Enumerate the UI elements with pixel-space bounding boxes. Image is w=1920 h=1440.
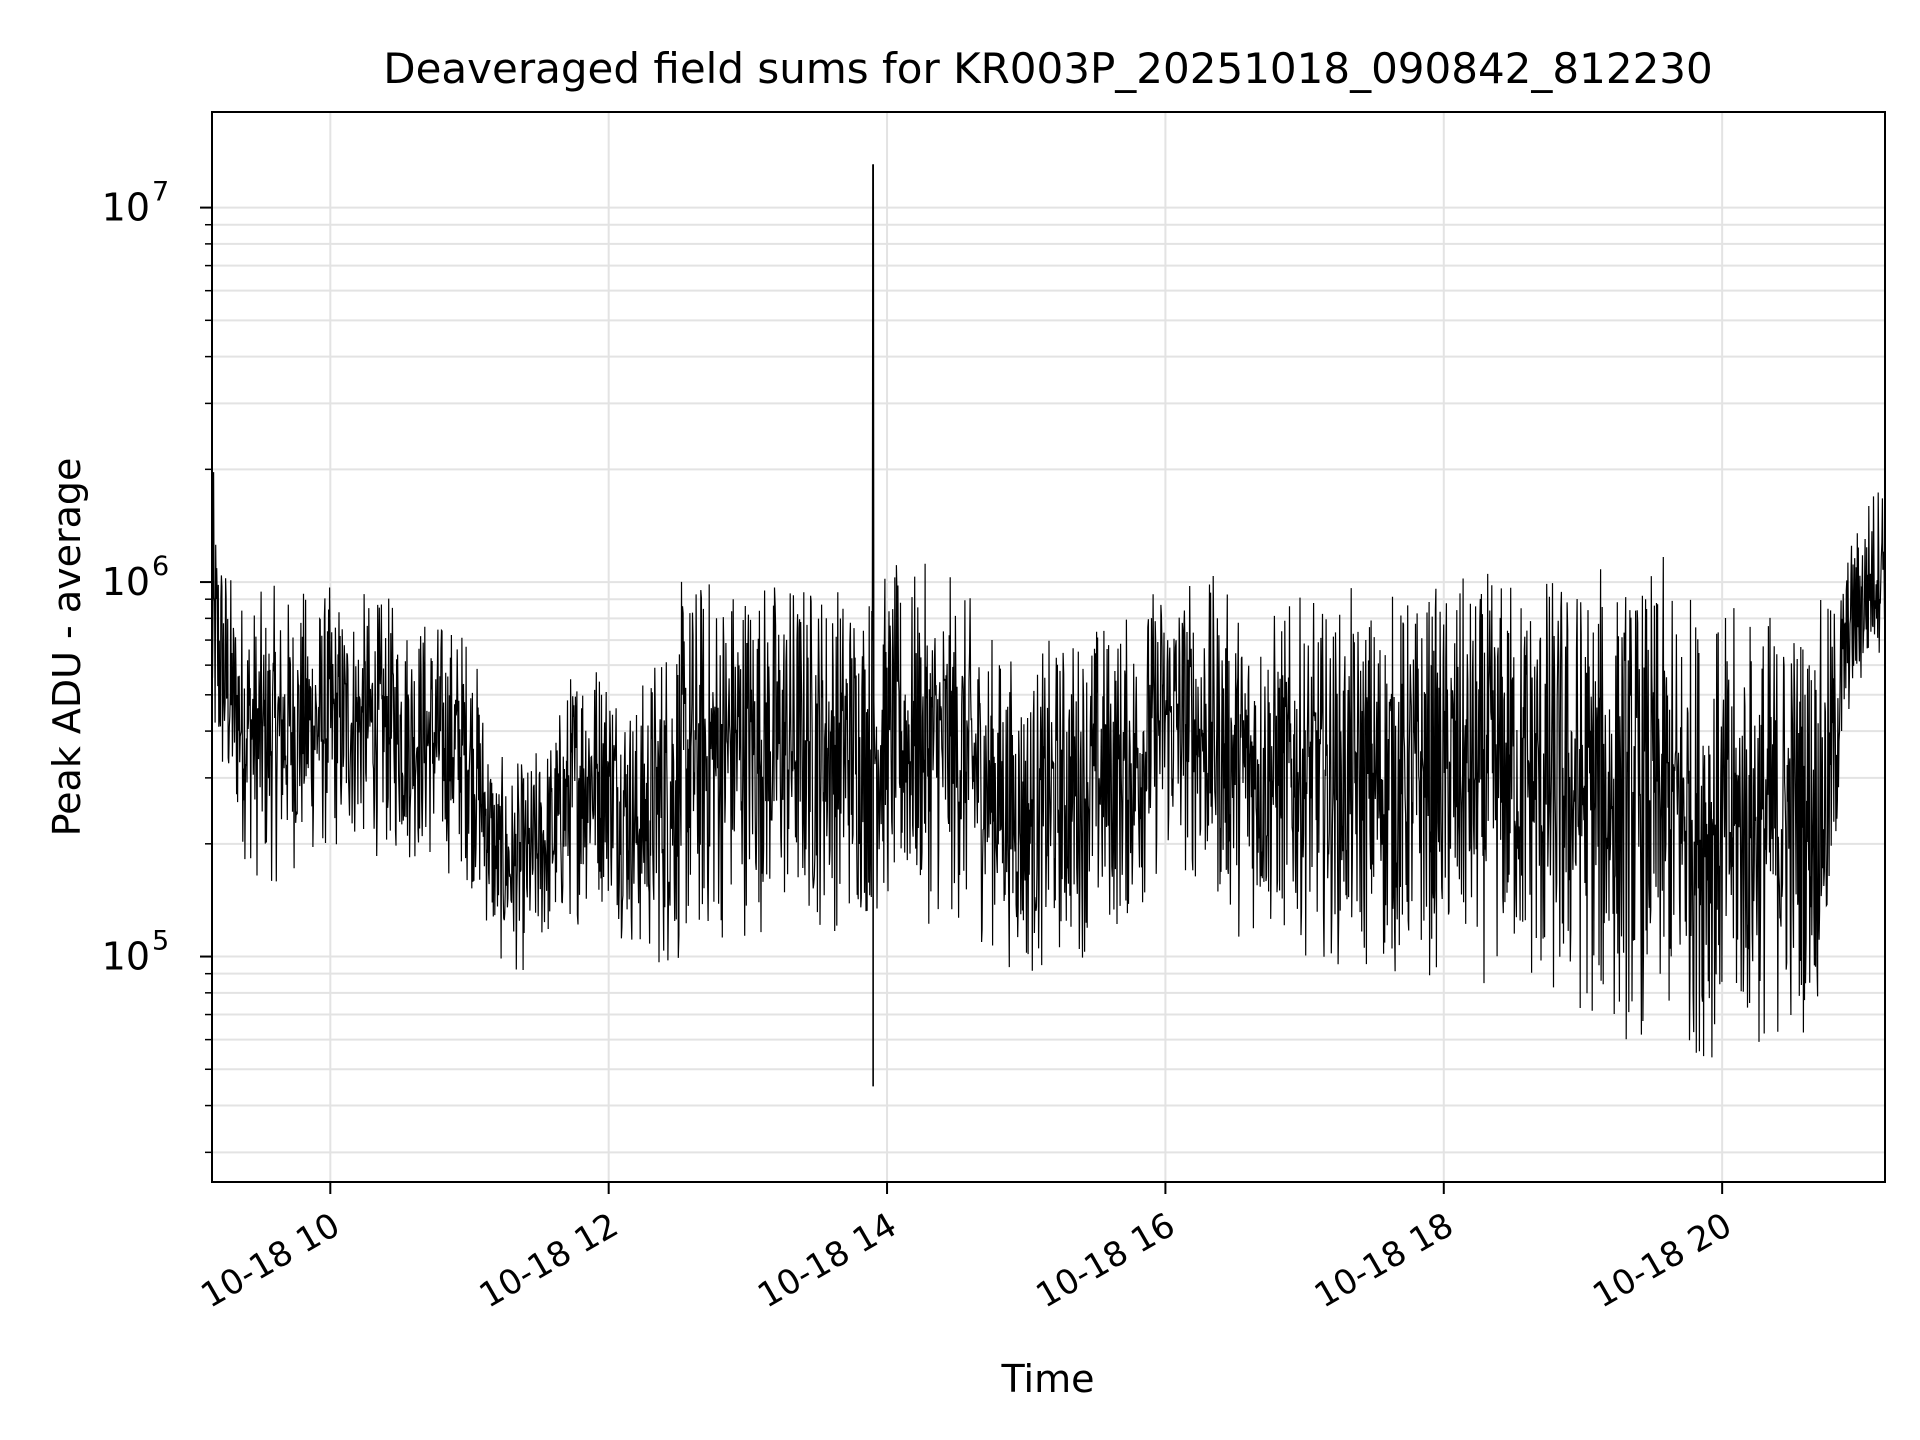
x-tick-label: 10-18 14 bbox=[751, 1205, 903, 1316]
x-axis: 10-18 10 10-18 12 10-18 14 10-18 16 10-18 18… bbox=[194, 1182, 1739, 1316]
y-axis-label: Peak ADU - average bbox=[45, 458, 89, 837]
x-axis-label: Time bbox=[1001, 1357, 1095, 1401]
chart-title: Deaveraged field sums for KR003P_2025101… bbox=[383, 44, 1713, 93]
y-tick-exponent: 5 bbox=[152, 926, 169, 957]
x-tick-label: 10-18 20 bbox=[1586, 1205, 1738, 1316]
x-tick-label: 10-18 12 bbox=[473, 1205, 625, 1316]
x-tick-label: 10-18 16 bbox=[1030, 1205, 1182, 1316]
plot-frame bbox=[211, 111, 1886, 1183]
y-tick-label: 10 bbox=[102, 186, 150, 230]
y-tick-label: 10 bbox=[102, 560, 150, 604]
series-line bbox=[211, 164, 1886, 1087]
y-tick-label: 10 bbox=[102, 935, 150, 979]
x-tick-label: 10-18 10 bbox=[194, 1205, 346, 1316]
x-tick-label: 10-18 18 bbox=[1308, 1205, 1460, 1316]
series-path bbox=[211, 164, 1886, 1058]
y-tick-exponent: 6 bbox=[152, 551, 169, 582]
y-tick-exponent: 7 bbox=[152, 177, 169, 208]
